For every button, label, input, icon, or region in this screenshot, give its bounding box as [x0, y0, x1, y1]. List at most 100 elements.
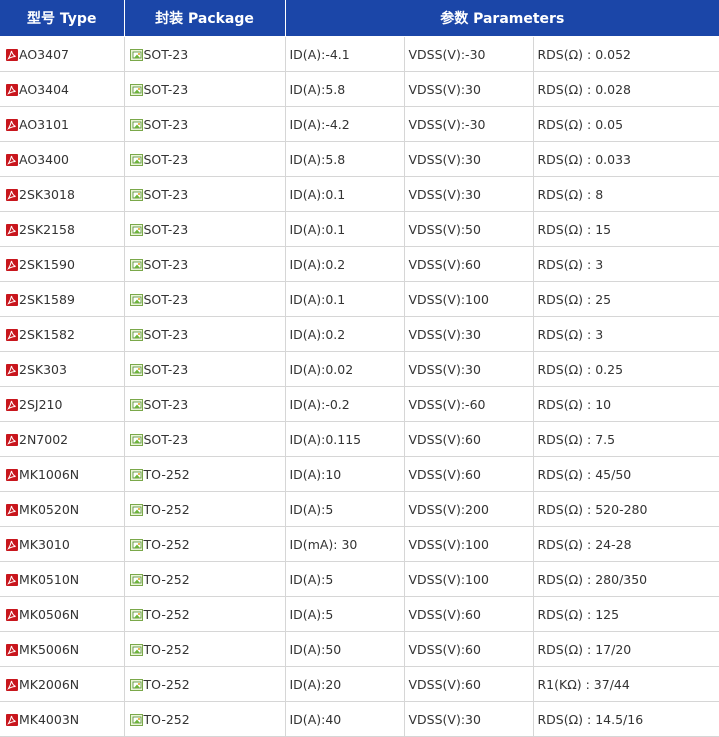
pdf-icon[interactable]	[6, 223, 18, 236]
package-image-icon[interactable]	[129, 643, 143, 656]
cell-type[interactable]: AO3407	[0, 36, 125, 72]
cell-type[interactable]: 2SK1590	[0, 246, 125, 282]
pdf-icon[interactable]	[6, 468, 18, 481]
type-link[interactable]: MK0506N	[19, 606, 80, 622]
cell-type[interactable]: MK0506N	[0, 596, 125, 632]
cell-rds: RDS(Ω) : 3	[533, 316, 719, 352]
type-link[interactable]: AO3404	[19, 81, 69, 97]
pdf-icon[interactable]	[6, 713, 18, 726]
table-row: MK4003N TO-252 ID(A):40 VDSS(V):30 RDS(Ω) : …	[0, 701, 719, 737]
cell-type[interactable]: MK2006N	[0, 666, 125, 702]
cell-id: ID(A):5	[285, 561, 405, 597]
pdf-icon[interactable]	[6, 608, 18, 621]
cell-type[interactable]: 2SJ210	[0, 386, 125, 422]
type-link[interactable]: 2SK1589	[19, 291, 75, 307]
cell-type[interactable]: 2SK3018	[0, 176, 125, 212]
cell-type[interactable]: AO3404	[0, 71, 125, 107]
package-image-icon[interactable]	[129, 398, 143, 411]
package-image-icon[interactable]	[129, 363, 143, 376]
table-row: 2SK1582 SOT-23 ID(A):0.2 VDSS(V):30 RDS(Ω) :…	[0, 316, 719, 352]
cell-type[interactable]: MK3010	[0, 526, 125, 562]
pdf-icon[interactable]	[6, 643, 18, 656]
pdf-icon[interactable]	[6, 258, 18, 271]
cell-vdss: VDSS(V):60	[404, 631, 534, 667]
cell-rds: RDS(Ω) : 7.5	[533, 421, 719, 457]
pdf-icon[interactable]	[6, 118, 18, 131]
type-link[interactable]: MK0510N	[19, 571, 80, 587]
package-image-icon[interactable]	[129, 678, 143, 691]
cell-id: ID(A):5	[285, 491, 405, 527]
package-image-icon[interactable]	[129, 153, 143, 166]
type-link[interactable]: 2SK303	[19, 361, 67, 377]
cell-type[interactable]: MK0520N	[0, 491, 125, 527]
pdf-icon[interactable]	[6, 153, 18, 166]
package-image-icon[interactable]	[129, 223, 143, 236]
cell-type[interactable]: MK1006N	[0, 456, 125, 492]
cell-type[interactable]: 2SK1589	[0, 281, 125, 317]
package-label: SOT-23	[143, 221, 189, 237]
cell-type[interactable]: AO3400	[0, 141, 125, 177]
cell-vdss: VDSS(V):50	[404, 211, 534, 247]
cell-type[interactable]: 2N7002	[0, 421, 125, 457]
package-image-icon[interactable]	[129, 573, 143, 586]
package-image-icon[interactable]	[129, 83, 143, 96]
cell-type[interactable]: MK0510N	[0, 561, 125, 597]
cell-type[interactable]: 2SK1582	[0, 316, 125, 352]
pdf-icon[interactable]	[6, 398, 18, 411]
cell-type[interactable]: MK4003N	[0, 701, 125, 737]
package-image-icon[interactable]	[129, 608, 143, 621]
cell-package: SOT-23	[124, 351, 286, 387]
pdf-icon[interactable]	[6, 433, 18, 446]
type-link[interactable]: MK2006N	[19, 676, 80, 692]
package-image-icon[interactable]	[129, 293, 143, 306]
pdf-icon[interactable]	[6, 328, 18, 341]
package-image-icon[interactable]	[129, 48, 143, 61]
type-link[interactable]: 2N7002	[19, 431, 69, 447]
package-image-icon[interactable]	[129, 503, 143, 516]
package-image-icon[interactable]	[129, 188, 143, 201]
package-image-icon[interactable]	[129, 118, 143, 131]
package-image-icon[interactable]	[129, 538, 143, 551]
cell-id: ID(A):-0.2	[285, 386, 405, 422]
type-link[interactable]: 2SJ210	[19, 396, 63, 412]
pdf-icon[interactable]	[6, 538, 18, 551]
type-link[interactable]: MK1006N	[19, 466, 80, 482]
type-link[interactable]: MK4003N	[19, 711, 80, 727]
type-link[interactable]: MK3010	[19, 536, 70, 552]
cell-vdss: VDSS(V):60	[404, 456, 534, 492]
pdf-icon[interactable]	[6, 503, 18, 516]
cell-rds: RDS(Ω) : 0.028	[533, 71, 719, 107]
package-image-icon[interactable]	[129, 713, 143, 726]
type-link[interactable]: MK5006N	[19, 641, 80, 657]
type-link[interactable]: AO3400	[19, 151, 69, 167]
package-image-icon[interactable]	[129, 328, 143, 341]
cell-type[interactable]: 2SK303	[0, 351, 125, 387]
package-image-icon[interactable]	[129, 258, 143, 271]
type-link[interactable]: AO3101	[19, 116, 69, 132]
cell-id: ID(A):5.8	[285, 141, 405, 177]
pdf-icon[interactable]	[6, 363, 18, 376]
type-link[interactable]: 2SK1582	[19, 326, 75, 342]
pdf-icon[interactable]	[6, 573, 18, 586]
type-link[interactable]: AO3407	[19, 46, 69, 62]
type-link[interactable]: 2SK2158	[19, 221, 75, 237]
package-image-icon[interactable]	[129, 468, 143, 481]
cell-id: ID(A):0.1	[285, 211, 405, 247]
type-link[interactable]: 2SK3018	[19, 186, 75, 202]
cell-package: TO-252	[124, 701, 286, 737]
table-row: AO3407 SOT-23 ID(A):-4.1 VDSS(V):-30 RDS(Ω) …	[0, 36, 719, 72]
cell-type[interactable]: MK5006N	[0, 631, 125, 667]
package-label: SOT-23	[143, 326, 189, 342]
pdf-icon[interactable]	[6, 188, 18, 201]
cell-type[interactable]: AO3101	[0, 106, 125, 142]
pdf-icon[interactable]	[6, 293, 18, 306]
cell-package: SOT-23	[124, 386, 286, 422]
type-link[interactable]: MK0520N	[19, 501, 80, 517]
type-link[interactable]: 2SK1590	[19, 256, 75, 272]
package-image-icon[interactable]	[129, 433, 143, 446]
cell-type[interactable]: 2SK2158	[0, 211, 125, 247]
pdf-icon[interactable]	[6, 678, 18, 691]
pdf-icon[interactable]	[6, 83, 18, 96]
package-label: SOT-23	[143, 361, 189, 377]
pdf-icon[interactable]	[6, 48, 18, 61]
